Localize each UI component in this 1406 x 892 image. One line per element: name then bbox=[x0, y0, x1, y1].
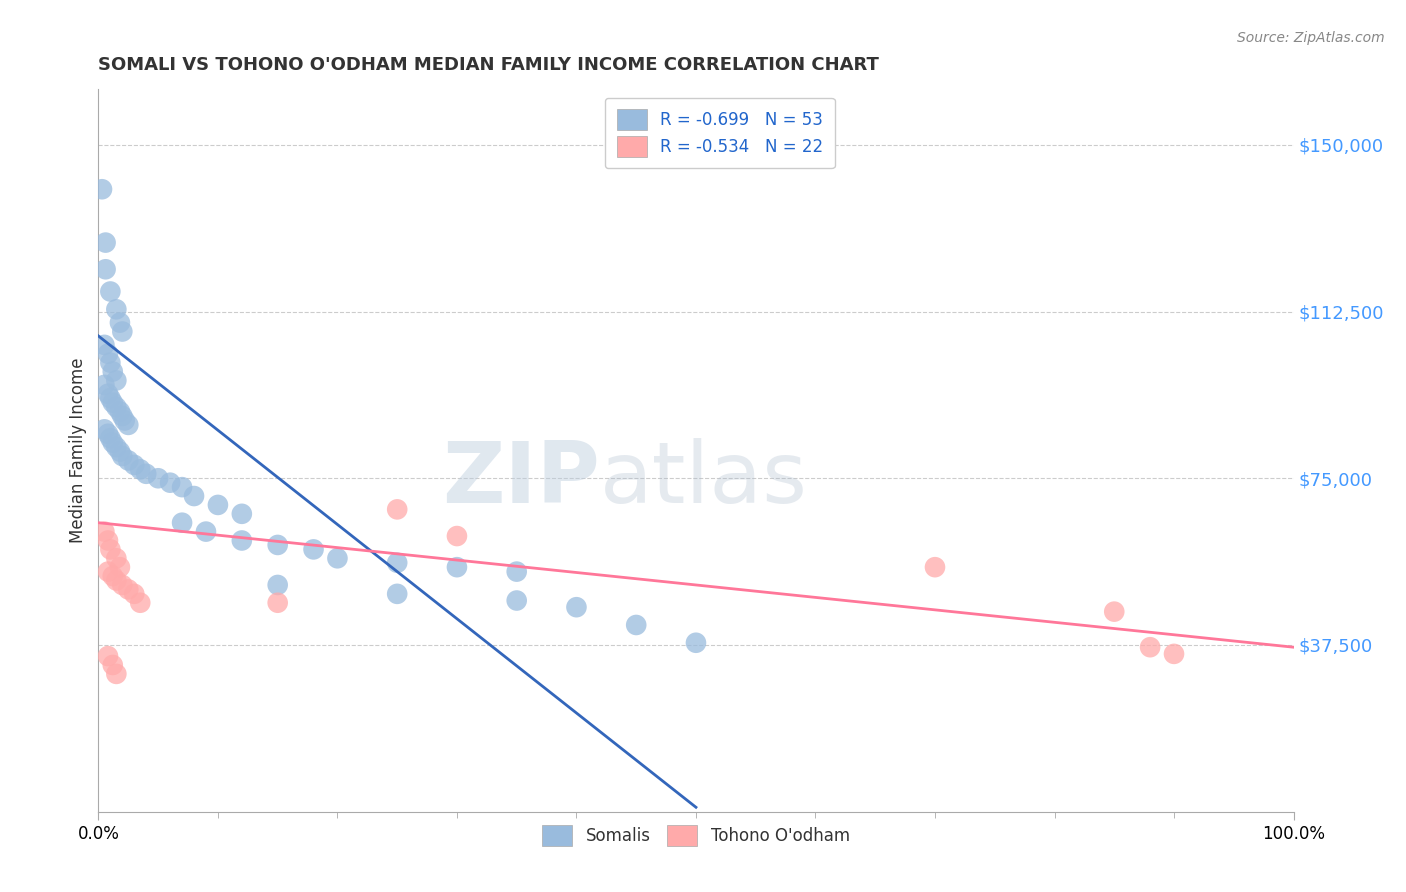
Point bbox=[267, 538, 290, 552]
Point bbox=[124, 458, 146, 472]
Point bbox=[385, 502, 409, 516]
Point bbox=[105, 666, 128, 681]
Point bbox=[1139, 640, 1161, 655]
Point bbox=[111, 578, 134, 592]
Point bbox=[108, 444, 131, 458]
Point bbox=[98, 356, 122, 370]
Point bbox=[98, 542, 122, 557]
Point bbox=[135, 467, 157, 481]
Point bbox=[129, 596, 152, 610]
Point bbox=[105, 400, 128, 414]
Point bbox=[267, 596, 290, 610]
Point bbox=[302, 542, 325, 557]
Point bbox=[685, 636, 707, 650]
Y-axis label: Median Family Income: Median Family Income bbox=[69, 358, 87, 543]
Point bbox=[565, 600, 588, 615]
Point bbox=[129, 462, 152, 476]
Text: SOMALI VS TOHONO O'ODHAM MEDIAN FAMILY INCOME CORRELATION CHART: SOMALI VS TOHONO O'ODHAM MEDIAN FAMILY I… bbox=[98, 56, 879, 74]
Point bbox=[97, 565, 120, 579]
Point bbox=[172, 516, 194, 530]
Point bbox=[101, 365, 124, 379]
Point bbox=[108, 560, 131, 574]
Point bbox=[385, 587, 409, 601]
Legend: Somalis, Tohono O'odham: Somalis, Tohono O'odham bbox=[534, 817, 858, 854]
Point bbox=[924, 560, 946, 574]
Point bbox=[105, 302, 128, 317]
Point bbox=[105, 574, 128, 588]
Point bbox=[94, 235, 117, 250]
Point bbox=[98, 431, 122, 445]
Point bbox=[105, 440, 128, 454]
Point bbox=[98, 391, 122, 405]
Point bbox=[1163, 647, 1185, 661]
Point bbox=[97, 386, 120, 401]
Point bbox=[117, 582, 139, 597]
Point bbox=[93, 338, 115, 352]
Point bbox=[114, 413, 136, 427]
Point bbox=[98, 285, 122, 299]
Point bbox=[93, 524, 115, 539]
Point bbox=[159, 475, 181, 490]
Point bbox=[93, 377, 115, 392]
Point bbox=[97, 426, 120, 441]
Text: ZIP: ZIP bbox=[443, 438, 600, 521]
Point bbox=[148, 471, 170, 485]
Point bbox=[97, 649, 120, 664]
Point bbox=[195, 524, 218, 539]
Point bbox=[93, 422, 115, 436]
Text: Source: ZipAtlas.com: Source: ZipAtlas.com bbox=[1237, 31, 1385, 45]
Point bbox=[97, 533, 120, 548]
Point bbox=[172, 480, 194, 494]
Point bbox=[506, 593, 529, 607]
Point bbox=[117, 417, 139, 432]
Point bbox=[105, 373, 128, 387]
Point bbox=[207, 498, 229, 512]
Point bbox=[231, 507, 253, 521]
Point bbox=[108, 404, 131, 418]
Point bbox=[124, 587, 146, 601]
Point bbox=[91, 182, 114, 196]
Point bbox=[111, 409, 134, 423]
Point bbox=[94, 262, 117, 277]
Point bbox=[105, 551, 128, 566]
Point bbox=[1104, 605, 1126, 619]
Point bbox=[101, 395, 124, 409]
Point bbox=[326, 551, 349, 566]
Point bbox=[183, 489, 205, 503]
Point bbox=[101, 658, 124, 673]
Point bbox=[101, 435, 124, 450]
Point bbox=[267, 578, 290, 592]
Text: atlas: atlas bbox=[600, 438, 808, 521]
Point bbox=[117, 453, 139, 467]
Point bbox=[626, 618, 648, 632]
Point bbox=[506, 565, 529, 579]
Point bbox=[446, 529, 468, 543]
Point bbox=[446, 560, 468, 574]
Point bbox=[108, 316, 131, 330]
Point bbox=[97, 347, 120, 361]
Point bbox=[231, 533, 253, 548]
Point bbox=[111, 325, 134, 339]
Point bbox=[385, 556, 409, 570]
Point bbox=[111, 449, 134, 463]
Point bbox=[101, 569, 124, 583]
